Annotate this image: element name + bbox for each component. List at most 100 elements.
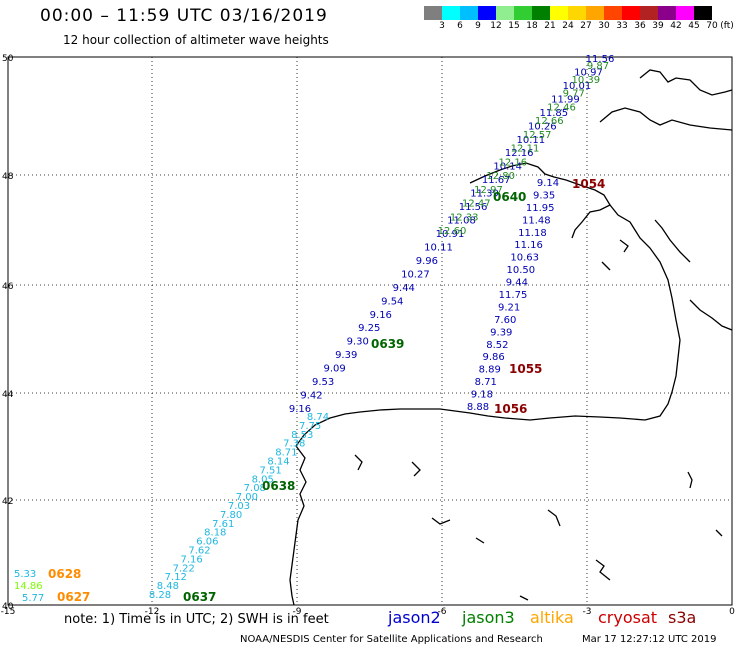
wave-height-value: 7.80 <box>220 510 242 521</box>
wave-height-value: 8.53 <box>291 430 313 441</box>
wave-height-value: 12.16 <box>498 157 527 168</box>
wave-height-value: 9.30 <box>347 337 369 348</box>
wave-height-value: 10.97 <box>574 68 603 79</box>
map-title: 00:00 – 11:59 UTC 03/16/2019 <box>40 6 328 26</box>
scale-swatch <box>514 6 532 20</box>
wave-height-value: 12.97 <box>474 185 503 196</box>
lon-tick-label: 0 <box>729 607 735 617</box>
wave-height-value: 12.16 <box>505 148 534 159</box>
wave-height-value: 10.50 <box>506 265 535 276</box>
wave-height-value: 10.91 <box>436 229 465 240</box>
scale-swatch <box>424 6 442 20</box>
wave-height-value: 7.00 <box>236 492 258 503</box>
wave-height-value: 11.16 <box>514 240 543 251</box>
wave-height-value: 8.71 <box>275 448 297 459</box>
lat-tick-label: 50 <box>2 54 14 64</box>
scale-label: 18 <box>526 21 538 31</box>
wave-height-value: 11.48 <box>522 215 551 226</box>
wave-height-value: 10.26 <box>528 121 557 132</box>
scale-swatch <box>532 6 550 20</box>
lon-tick-label: -9 <box>293 607 302 617</box>
scale-swatch <box>460 6 478 20</box>
scale-swatch <box>694 6 712 20</box>
scale-label: 33 <box>616 21 628 31</box>
wave-height-value: 5.33 <box>14 569 36 580</box>
wave-height-value: 7.22 <box>173 563 195 574</box>
wave-height-value: 8.14 <box>267 457 289 468</box>
wave-height-value: 9.77 <box>563 89 585 100</box>
pass-time-label: 0627 <box>57 590 90 604</box>
scale-label: 21 <box>544 21 556 31</box>
scale-label: 9 <box>475 21 481 31</box>
wave-height-value: 8.18 <box>204 528 226 539</box>
satellite-legend-item: jason2 <box>388 608 441 627</box>
scale-label: 12 <box>490 21 502 31</box>
wave-height-value: 9.16 <box>289 404 311 415</box>
wave-height-value: 12.60 <box>438 226 467 237</box>
wave-height-value: 9.54 <box>381 296 403 307</box>
scale-label: 24 <box>562 21 574 31</box>
scale-label: 30 <box>598 21 610 31</box>
wave-height-value: 10.63 <box>510 253 539 264</box>
wave-height-value: 7.61 <box>212 519 234 530</box>
wave-height-value: 9.53 <box>312 377 334 388</box>
coastline <box>289 69 733 606</box>
wave-height-value: 11.39 <box>470 189 499 200</box>
credit-line: NOAA/NESDIS Center for Satellite Applica… <box>240 634 543 645</box>
wave-height-value: 6.06 <box>196 537 218 548</box>
scale-swatch <box>568 6 586 20</box>
scale-swatch <box>496 6 514 20</box>
lat-lon-grid <box>8 57 732 605</box>
wave-height-value: 8.71 <box>475 377 497 388</box>
wave-height-value: 8.28 <box>149 590 171 601</box>
pass-time-label: 0639 <box>371 337 404 351</box>
wave-height-value: 7.60 <box>494 315 516 326</box>
wave-height-value: 9.87 <box>587 61 609 72</box>
generated-timestamp: Mar 17 12:27:12 UTC 2019 <box>582 634 717 645</box>
scale-swatch <box>658 6 676 20</box>
lon-tick-label: -15 <box>1 607 16 617</box>
scale-swatch <box>676 6 694 20</box>
wave-height-value: 8.74 <box>307 412 329 423</box>
wave-height-value: 12.80 <box>486 171 515 182</box>
wave-height-value: 12.11 <box>511 144 540 155</box>
wave-height-value: 12.33 <box>450 212 479 223</box>
wave-height-value: 9.18 <box>471 390 493 401</box>
satellite-legend-item: altika <box>530 608 574 627</box>
wave-height-value: 11.75 <box>499 290 528 301</box>
wave-height-value: 7.62 <box>188 546 210 557</box>
wave-height-value: 12.47 <box>462 199 491 210</box>
wave-height-value: 8.05 <box>252 474 274 485</box>
scale-swatch <box>640 6 658 20</box>
wave-height-value: 5.77 <box>22 593 44 604</box>
wave-height-value: 10.27 <box>401 269 430 280</box>
scale-label: 39 <box>652 21 664 31</box>
pass-time-label: 0637 <box>183 590 216 604</box>
scale-label: 42 <box>670 21 682 31</box>
scale-swatch <box>622 6 640 20</box>
wave-height-value: 7.03 <box>228 501 250 512</box>
scale-label: 27 <box>580 21 592 31</box>
wave-height-value: 7.75 <box>299 421 321 432</box>
lon-tick-label: -12 <box>145 607 160 617</box>
scale-swatch <box>604 6 622 20</box>
wave-height-value: 14.86 <box>14 581 43 592</box>
footer-note: note: 1) Time is in UTC; 2) SWH is in fe… <box>64 612 329 627</box>
scale-label: 15 <box>508 21 520 31</box>
wave-height-value: 7.38 <box>283 439 305 450</box>
pass-time-label: 0628 <box>48 567 81 581</box>
wave-height-value: 11.95 <box>526 203 555 214</box>
satellite-legend-item: s3a <box>668 608 697 627</box>
scale-swatch <box>586 6 604 20</box>
wave-height-value: 7.12 <box>165 572 187 583</box>
wave-height-value: 9.21 <box>498 302 520 313</box>
wave-height-value: 10.01 <box>563 81 592 92</box>
scale-unit: (ft) <box>720 21 734 31</box>
pass-time-label: 1055 <box>509 362 542 376</box>
satellite-legend-item: cryosat <box>598 608 658 627</box>
lon-tick-label: -6 <box>438 607 447 617</box>
wave-height-value: 9.44 <box>393 283 415 294</box>
wave-height-value: 10.39 <box>571 75 600 86</box>
scale-label: 70 <box>706 21 718 31</box>
